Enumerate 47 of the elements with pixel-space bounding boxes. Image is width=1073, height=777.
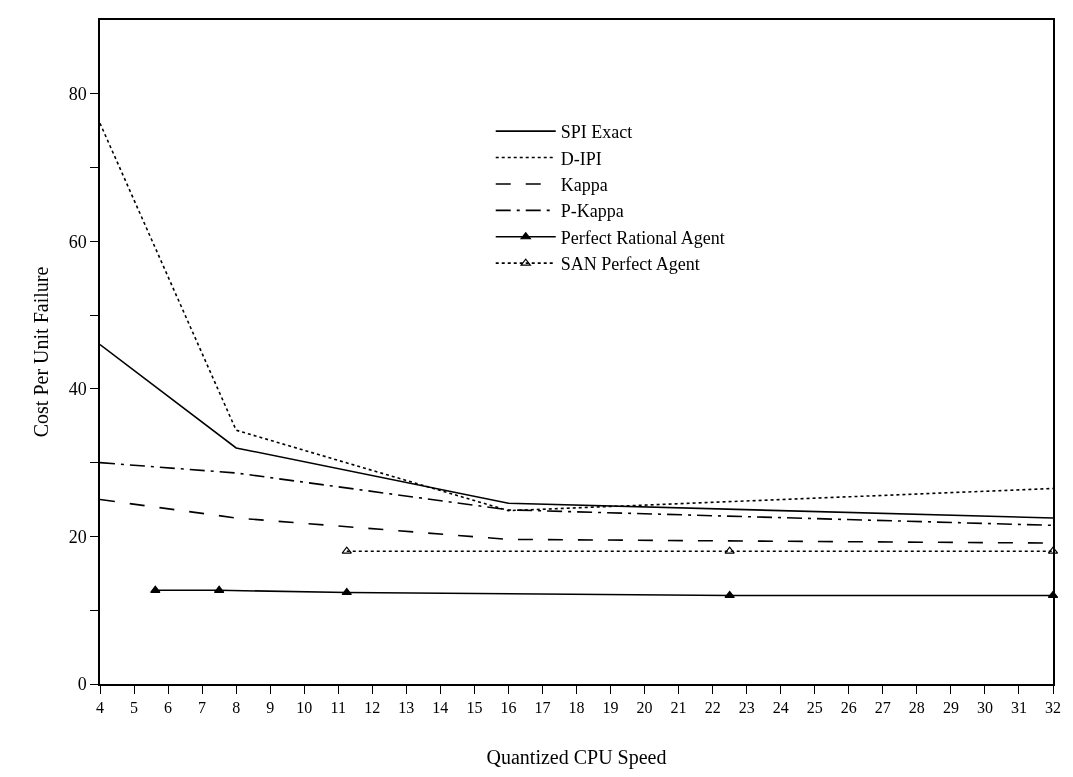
x-tick-label: 11 — [330, 698, 346, 716]
legend-label: Kappa — [560, 174, 608, 195]
x-tick-label: 7 — [198, 698, 207, 716]
x-tick-label: 32 — [1045, 698, 1061, 716]
legend-label: SAN Perfect Agent — [560, 254, 700, 275]
point — [150, 585, 161, 593]
x-tick-label: 26 — [840, 698, 857, 716]
x-tick-label: 29 — [942, 698, 959, 716]
x-tick-label: 31 — [1010, 698, 1027, 716]
point — [341, 587, 352, 596]
x-tick-label: 30 — [976, 698, 993, 716]
x-tick-label: 15 — [466, 698, 483, 716]
point — [724, 546, 735, 554]
x-tick-label: 12 — [364, 698, 381, 716]
legend-label: Perfect Rational Agent — [560, 227, 725, 248]
x-tick-label: 22 — [704, 698, 721, 716]
x-tick-label: 20 — [636, 698, 653, 716]
x-tick-label: 25 — [806, 698, 823, 716]
x-tick-label: 16 — [500, 698, 517, 716]
legend-label: SPI Exact — [560, 122, 633, 143]
x-tick-label: 27 — [874, 698, 891, 716]
y-tick-label: 60 — [68, 231, 87, 252]
x-tick-label: 17 — [534, 698, 551, 716]
x-tick-label: 28 — [908, 698, 925, 716]
x-tick-label: 6 — [164, 698, 173, 716]
y-tick-label: 20 — [68, 526, 87, 547]
x-tick-label: 13 — [398, 698, 415, 716]
x-tick-label: 10 — [296, 698, 313, 716]
x-tick-label: 4 — [96, 698, 104, 716]
x-axis-title: Quantized CPU Speed — [486, 745, 667, 769]
x-tick-label: 24 — [772, 698, 789, 716]
y-tick-label: 40 — [68, 379, 87, 400]
legend-label: P-Kappa — [560, 201, 624, 222]
y-tick-label: 80 — [68, 84, 87, 105]
y-axis-title: Cost Per Unit Failure — [29, 266, 52, 438]
y-tick-label: 0 — [77, 674, 87, 695]
legend-label: D-IPI — [560, 148, 602, 169]
x-tick-label: 9 — [266, 698, 275, 716]
point — [724, 590, 735, 599]
x-tick-label: 21 — [670, 698, 687, 716]
x-tick-label: 19 — [602, 698, 619, 716]
x-tick-label: 5 — [130, 698, 139, 716]
x-tick-label: 14 — [432, 698, 449, 716]
x-tick-label: 8 — [232, 698, 241, 716]
point — [341, 546, 352, 554]
x-tick-label: 23 — [738, 698, 755, 716]
x-tick-label: 18 — [568, 698, 585, 716]
